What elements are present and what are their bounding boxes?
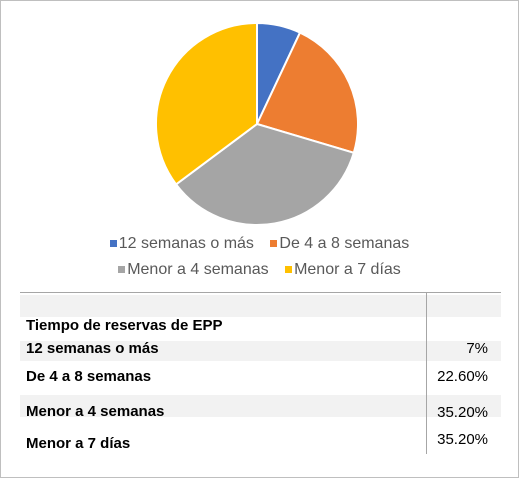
table-row-label: De 4 a 8 semanas (26, 368, 152, 385)
legend-item-12-semanas: 12 semanas o más (109, 235, 254, 253)
pie-slice-3 (155, 21, 258, 186)
table-column-divider (426, 292, 427, 454)
legend-item-menor-4-semanas: Menor a 4 semanas (118, 261, 269, 279)
legend-label: Menor a 4 semanas (127, 261, 269, 278)
data-table: Tiempo de reservas de EPP 12 semanas o m… (20, 292, 501, 454)
pie-slice-1 (255, 31, 359, 155)
legend-swatch (109, 240, 117, 247)
legend-item-4-a-8-semanas: De 4 a 8 semanas (270, 235, 409, 253)
table-row-label: 12 semanas o más (26, 340, 159, 357)
table-row-value: 35.20% (437, 404, 488, 421)
legend-swatch (270, 240, 278, 247)
table-row-value: 22.60% (437, 368, 488, 385)
table-top-border (20, 292, 501, 293)
table-band (20, 341, 501, 361)
legend-item-menor-7-dias: Menor a 7 días (285, 261, 401, 279)
table-header: Tiempo de reservas de EPP (26, 317, 223, 334)
pie-chart (155, 21, 359, 226)
table-band (20, 295, 501, 317)
table-row-label: Menor a 4 semanas (26, 403, 165, 420)
pie-slice-2 (174, 122, 356, 226)
legend-label: 12 semanas o más (118, 235, 254, 252)
legend-swatch (118, 266, 126, 273)
table-row-label: Menor a 7 días (26, 435, 131, 452)
legend-row-2: Menor a 4 semanas Menor a 7 días (0, 261, 519, 279)
table-band (20, 395, 501, 417)
legend-row-1: 12 semanas o más De 4 a 8 semanas (0, 235, 519, 253)
table-row-value: 7% (466, 340, 488, 357)
legend-label: De 4 a 8 semanas (279, 235, 410, 252)
legend-swatch (285, 266, 293, 273)
legend-label: Menor a 7 días (294, 261, 401, 278)
table-row-value: 35.20% (437, 431, 488, 448)
